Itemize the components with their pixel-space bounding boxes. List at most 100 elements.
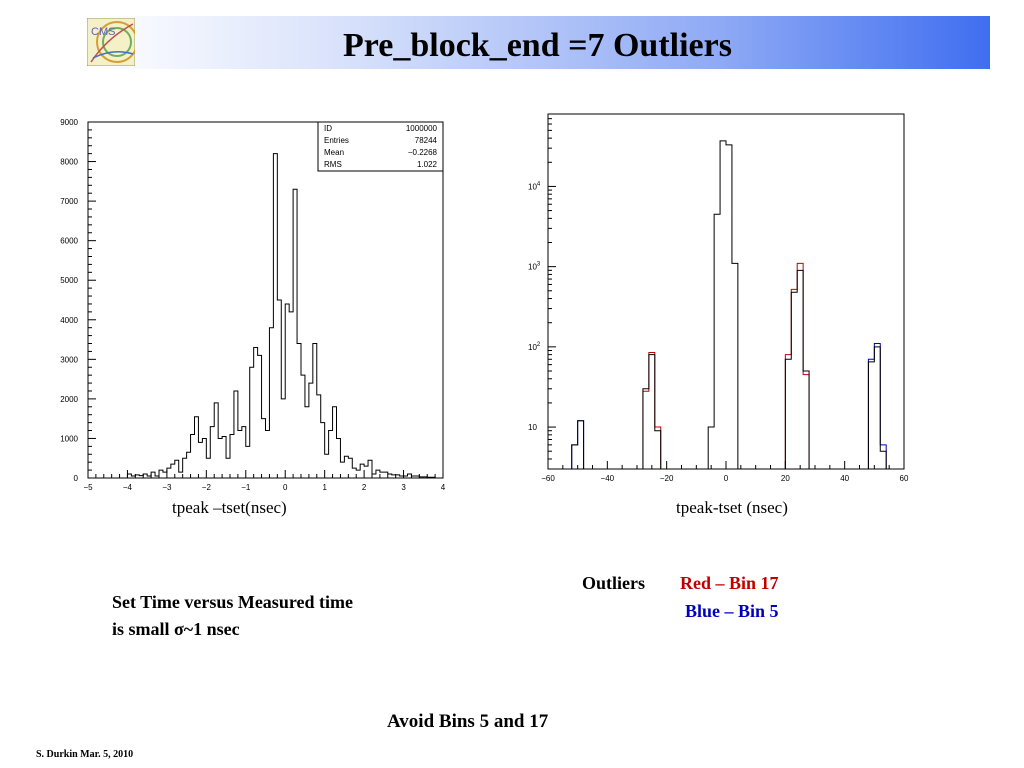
hist-bin (348, 458, 352, 478)
hist-outline-hist_line (707, 140, 739, 469)
hist-bin-hist_line (708, 427, 714, 469)
y-tick-label: 2000 (60, 395, 78, 404)
y-tick-label: 8000 (60, 158, 78, 167)
hist-bin-blue (874, 344, 880, 469)
hist-bin (293, 189, 297, 478)
hist-bin (226, 458, 230, 478)
hist-outline (126, 153, 436, 478)
hist-bin (131, 476, 135, 478)
right-plot-frame (547, 113, 905, 470)
hist-bin (372, 474, 376, 478)
footer-credit: S. Durkin Mar. 5, 2010 (36, 749, 134, 760)
hist-bin (277, 300, 281, 478)
hist-bin (206, 458, 210, 478)
y-tick-label: 0 (74, 474, 79, 483)
hist-outline-hist_line (642, 354, 662, 469)
hist-bin (281, 399, 285, 478)
hist-bin-hist_line (720, 141, 726, 469)
hist-bin (404, 476, 408, 478)
y-tick-label: 102 (528, 342, 541, 352)
hist-bin (297, 344, 301, 478)
y-tick-label: 104 (528, 181, 541, 191)
hist-bin-hist_line (726, 145, 732, 469)
hist-bin (234, 391, 238, 478)
hist-bin-hist_line (791, 292, 797, 469)
hist-bin-hist_line (649, 355, 655, 469)
hist-bin (230, 434, 234, 478)
hist-bin-red (655, 427, 661, 469)
stats-value-rms: 1.022 (417, 160, 438, 169)
hist-bin (352, 468, 356, 478)
hist-bin-hist_line (572, 445, 578, 469)
hist-bin (254, 347, 258, 478)
hist-outline-red (642, 352, 662, 469)
y-tick-label: 3000 (60, 355, 78, 364)
hist-outline-red (784, 262, 810, 469)
note-line-2: is small σ~1 nsec (112, 619, 240, 639)
hist-bin (191, 434, 195, 478)
x-tick-label: 0 (283, 483, 288, 492)
hist-bin (218, 438, 222, 478)
left-plot-frame (87, 121, 444, 479)
hist-bin (408, 474, 412, 478)
hist-bin (380, 472, 384, 478)
hist-bin (187, 452, 191, 478)
hist-bin-red (649, 353, 655, 469)
hist-outline-hist_line (571, 420, 585, 469)
hist-bin-red (791, 289, 797, 469)
y-tick-label: 1000 (60, 434, 78, 443)
hist-bin (337, 438, 341, 478)
x-tick-label: 3 (401, 483, 406, 492)
hist-bin (364, 466, 368, 478)
hist-bin (396, 475, 400, 478)
hist-bin (262, 419, 266, 478)
right-axes: −60 −40 −20 0 20 40 60 10 102 103 104 (528, 113, 909, 483)
hist-bin (400, 476, 404, 478)
hist-bin (415, 476, 419, 478)
title-bar: CMS Pre_block_end =7 Outliers (85, 16, 990, 69)
hist-bin (151, 472, 155, 478)
hist-bin-blue (572, 445, 578, 469)
hist-bin-hist_line (880, 451, 886, 469)
hist-bin-hist_line (797, 270, 803, 469)
x-tick-label: −4 (123, 483, 133, 492)
x-tick-label: 60 (900, 474, 909, 483)
hist-bin (356, 470, 360, 478)
hist-bin-hist_line (868, 362, 874, 469)
hist-bin (266, 431, 270, 478)
hist-outline-hist_line (867, 346, 887, 469)
y-tick-label: 10 (528, 423, 537, 432)
x-tick-label: −3 (162, 483, 172, 492)
x-tick-label: 0 (724, 474, 729, 483)
hist-bin (368, 460, 372, 478)
hist-bin (321, 423, 325, 478)
left-x-caption: tpeak –tset(nsec) (172, 498, 287, 517)
hist-bin (285, 304, 289, 478)
x-tick-label: 4 (441, 483, 446, 492)
outliers-blue: Blue – Bin 5 (685, 601, 779, 621)
hist-bin-hist_line (732, 263, 738, 469)
logo-text: CMS (91, 26, 115, 38)
hist-bin (210, 427, 214, 478)
hist-bin (258, 355, 262, 478)
outliers-label: Outliers (582, 573, 645, 593)
hist-bin (392, 475, 396, 478)
hist-bin (143, 474, 147, 478)
x-tick-label: 20 (781, 474, 790, 483)
hist-bin (419, 477, 423, 478)
hist-bin (388, 474, 392, 478)
hist-bin (376, 470, 380, 478)
hist-bin (167, 468, 171, 478)
right-hist-bars (571, 140, 887, 469)
x-tick-label: 1 (322, 483, 327, 492)
hist-bin (202, 438, 206, 478)
hist-bin (301, 375, 305, 478)
hist-bin (139, 476, 143, 478)
hist-bin (384, 472, 388, 478)
x-tick-label: −2 (202, 483, 212, 492)
stats-box: ID 1000000 Entries 78244 Mean −0.2268 RM… (317, 121, 444, 172)
hist-bin (135, 475, 139, 478)
stats-value-mean: −0.2268 (408, 148, 438, 157)
